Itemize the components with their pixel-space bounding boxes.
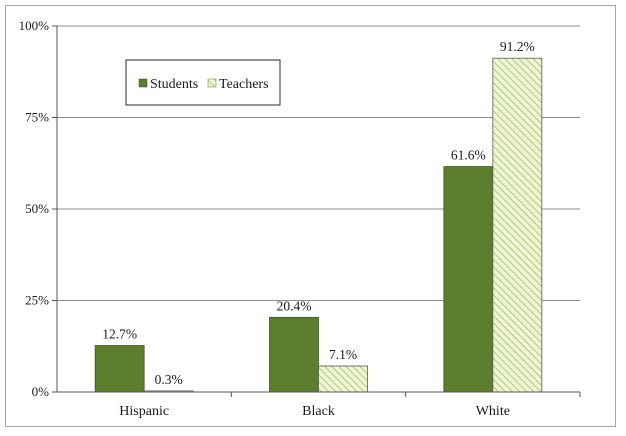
- data-label-students-white: 61.6%: [451, 148, 486, 163]
- legend-label-teachers: Teachers: [219, 77, 269, 92]
- y-tick-label: 25%: [25, 293, 49, 308]
- x-axis-categories: Hispanic Black White: [119, 392, 581, 419]
- data-label-teachers-white: 91.2%: [500, 39, 535, 54]
- data-label-teachers-hispanic: 0.3%: [155, 372, 183, 387]
- bars: [94, 57, 543, 393]
- y-tick-label: 75%: [25, 110, 49, 125]
- bar-students-white: [443, 166, 494, 393]
- data-label-students-black: 20.4%: [277, 298, 312, 313]
- data-label-teachers-black: 7.1%: [329, 347, 357, 362]
- bar-students-hispanic: [94, 345, 145, 393]
- category-label-black: Black: [302, 404, 335, 419]
- data-label-students-hispanic: 12.7%: [102, 327, 137, 342]
- y-tick-label: 0%: [32, 384, 50, 399]
- y-tick-label: 100%: [19, 18, 50, 33]
- legend-box: [125, 59, 281, 106]
- bar-teachers-black: [318, 365, 368, 393]
- category-label-white: White: [476, 404, 510, 419]
- legend-swatch-students: [138, 78, 148, 88]
- data-labels: 12.7% 0.3% 20.4% 7.1% 61.6% 91.2%: [102, 39, 535, 387]
- legend-swatch-teachers: [207, 78, 217, 88]
- y-axis-ticks: 0% 25% 50% 75% 100%: [19, 18, 57, 399]
- legend-label-students: Students: [150, 77, 198, 92]
- category-label-hispanic: Hispanic: [119, 404, 169, 419]
- axes: [56, 26, 580, 393]
- legend: Students Teachers: [125, 59, 281, 106]
- bar-students-black: [269, 316, 319, 393]
- y-tick-label: 50%: [25, 201, 49, 216]
- bar-teachers-white: [492, 57, 543, 393]
